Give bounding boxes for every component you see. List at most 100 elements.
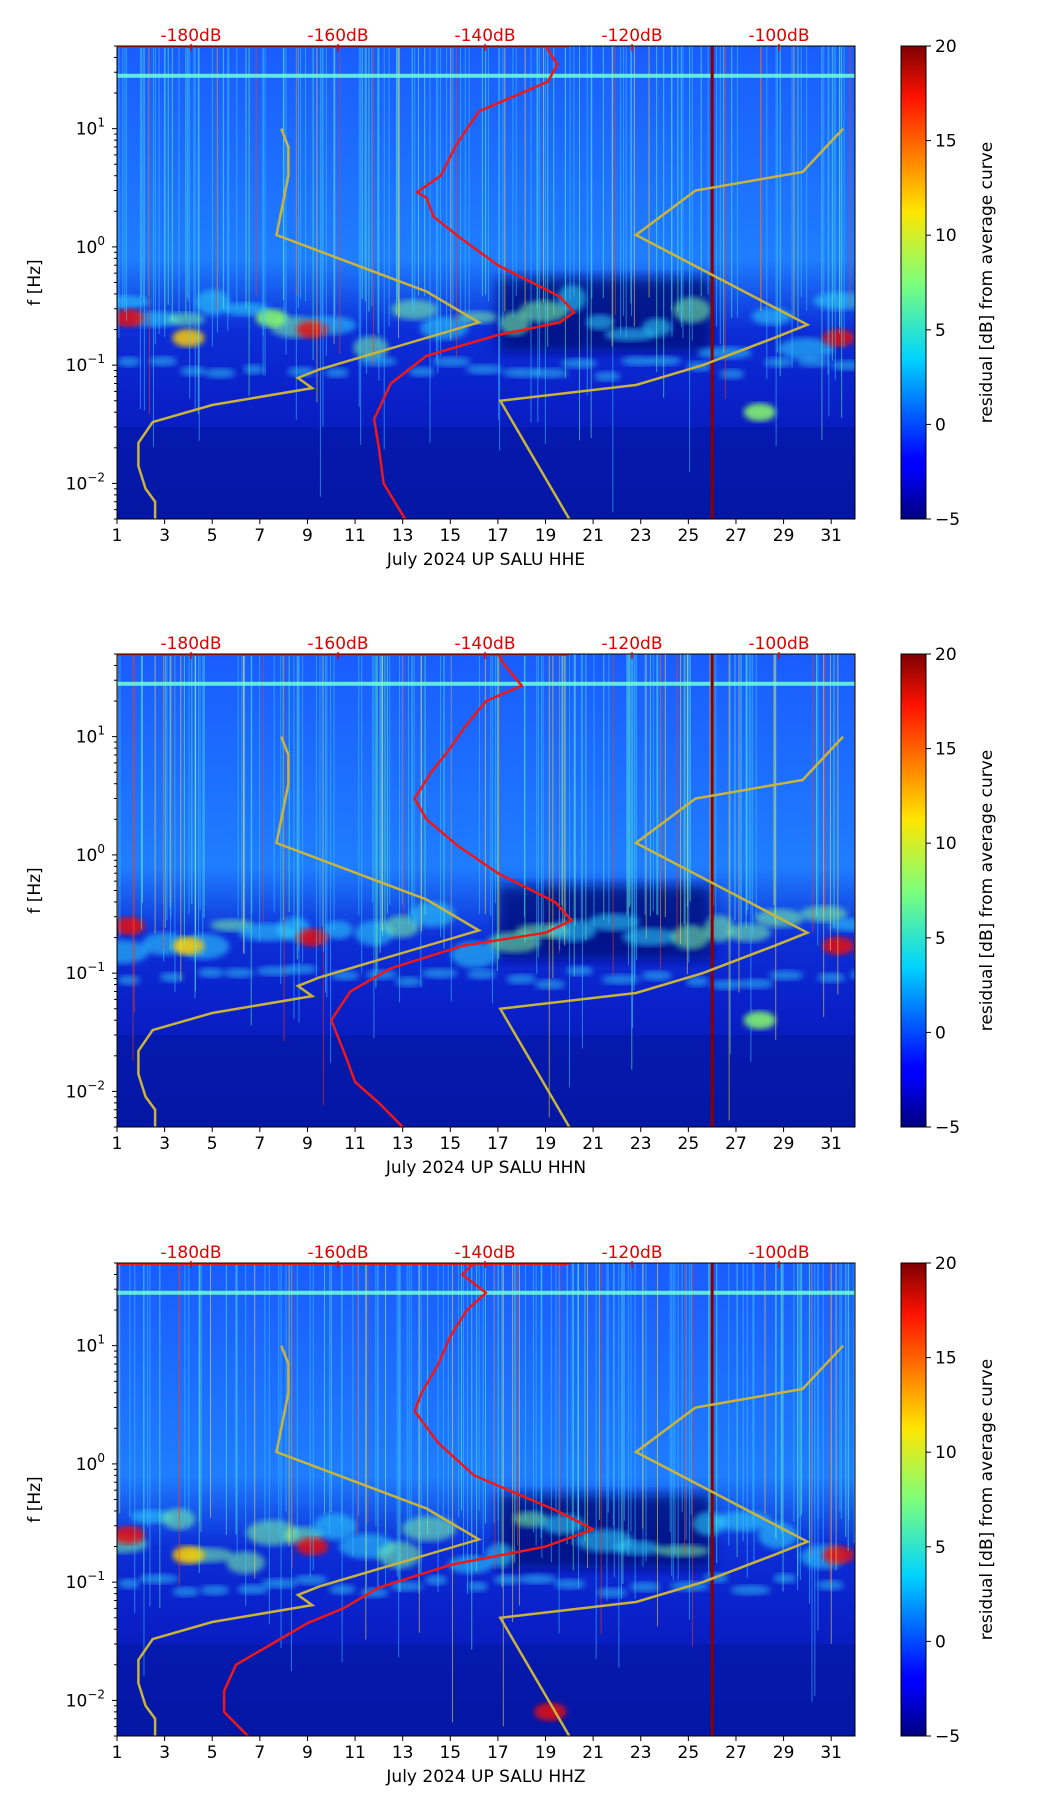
low-noise-model-line <box>137 1345 483 1736</box>
heatmap-secondary-blob <box>204 368 236 379</box>
x-tick-label: 13 <box>392 1134 414 1154</box>
colorbar-tick-label: 15 <box>935 740 957 760</box>
colorbar-tick-label: −5 <box>935 510 960 530</box>
high-noise-model-line <box>498 1344 845 1736</box>
heatmap-microseism-blob <box>353 335 389 360</box>
x-tick-label: 1 <box>112 1134 123 1154</box>
heatmap-hotspot <box>117 1526 145 1545</box>
y-axis-label: f [Hz] <box>25 259 45 305</box>
colorbar: −5 0 5 10 15 20 residual [dB] from average cur… <box>900 645 997 1138</box>
colorbar-label: residual [dB] from average curve <box>977 142 997 423</box>
x-axis-label: July 2024 UP SALU HHN <box>385 1158 586 1178</box>
heatmap-hotspot <box>743 403 776 422</box>
heatmap-secondary-blob <box>816 1580 844 1591</box>
heatmap-secondary-blob <box>223 967 254 978</box>
x-tick-label: 23 <box>630 1134 652 1154</box>
x-tick-label: 29 <box>773 1743 795 1763</box>
heatmap-hotspot <box>172 936 205 955</box>
heatmap-secondary-blob <box>817 972 846 983</box>
heatmap-secondary-blob <box>284 964 318 975</box>
heatmap-low-freq-band <box>117 1034 855 1127</box>
x-tick-label: 23 <box>630 526 652 546</box>
colorbar-tick-label: 20 <box>935 37 957 57</box>
x-tick-label: 9 <box>302 1743 313 1763</box>
colorbar-tick-label: 20 <box>935 1254 957 1274</box>
top-db-label: -140dB <box>454 26 515 46</box>
x-tick-label: 25 <box>678 1134 700 1154</box>
heatmap-microseism-blob <box>383 915 420 938</box>
y-tick-label: 10−2 <box>66 1078 105 1102</box>
top-db-label: -120dB <box>601 634 662 654</box>
top-db-label: -100dB <box>748 1243 809 1263</box>
colorbar-tick-label: 0 <box>935 1632 946 1652</box>
heatmap-hotspot <box>255 309 288 328</box>
heatmap-microseism-blob <box>409 902 456 928</box>
heatmap-secondary-blob <box>554 1579 586 1590</box>
heatmap-hotspot <box>172 1545 205 1564</box>
heatmap-hotspot <box>117 917 145 936</box>
high-noise-model-line <box>498 735 845 1127</box>
x-tick-label: 3 <box>159 1743 170 1763</box>
median-psd-line <box>222 1263 595 1736</box>
heatmap-secondary-blob <box>719 369 745 380</box>
x-tick-label: 31 <box>820 1743 842 1763</box>
heatmap-hotspot <box>117 309 145 328</box>
x-tick-label: 5 <box>207 1743 218 1763</box>
heatmap-microseism-blob <box>246 1519 299 1546</box>
heatmap-hotspot <box>822 328 855 347</box>
x-tick-label: 21 <box>582 1134 604 1154</box>
heatmap-secondary-blob <box>424 1575 448 1586</box>
heatmap-secondary-blob <box>389 1581 423 1592</box>
heatmap-secondary-blob <box>293 1574 328 1585</box>
heatmap-hotspot <box>822 1545 855 1564</box>
colorbar-tick-label: −5 <box>935 1727 960 1747</box>
heatmap-secondary-blob <box>236 1584 269 1595</box>
x-tick-label: 9 <box>302 526 313 546</box>
heatmap-secondary-blob <box>325 367 349 378</box>
heatmap-secondary-blob <box>647 355 682 366</box>
y-tick-label: 10−1 <box>66 960 105 984</box>
y-tick-label: 10−1 <box>66 1569 105 1593</box>
heatmap-secondary-blob <box>243 364 265 375</box>
low-noise-model-line <box>137 128 483 519</box>
heatmap-microseism-blob <box>402 1516 456 1542</box>
colorbar-tick-label: 20 <box>935 645 957 665</box>
x-tick-label: 1 <box>112 526 123 546</box>
heatmap-secondary-blob <box>431 356 471 367</box>
top-db-label: -160dB <box>307 1243 368 1263</box>
heatmap-secondary-blob <box>421 968 458 979</box>
colorbar-tick-label: 10 <box>935 226 957 246</box>
top-db-label: -180dB <box>160 1243 221 1263</box>
x-tick-label: 31 <box>820 526 842 546</box>
heatmap-secondary-blob <box>764 357 794 368</box>
x-tick-label: 27 <box>725 1743 747 1763</box>
x-tick-label: 23 <box>630 1743 652 1763</box>
colorbar-tick-label: 10 <box>935 1443 957 1463</box>
x-tick-label: 1 <box>112 1743 123 1763</box>
x-tick-label: 11 <box>344 526 366 546</box>
x-tick-label: 19 <box>535 1134 557 1154</box>
heatmap-secondary-blob <box>773 1573 797 1584</box>
x-tick-label: 3 <box>159 526 170 546</box>
heatmap-secondary-blob <box>629 1581 661 1592</box>
x-tick-label: 13 <box>392 526 414 546</box>
colorbar-label: residual [dB] from average curve <box>977 1359 997 1640</box>
heatmap-low-freq-band <box>117 426 855 519</box>
heatmap-secondary-blob <box>850 970 855 980</box>
heatmap-microseism-blob <box>450 941 498 969</box>
top-db-label: -140dB <box>454 634 515 654</box>
heatmap-low-freq-band <box>117 1643 855 1736</box>
x-tick-label: 7 <box>254 526 265 546</box>
top-db-label: -140dB <box>454 1243 515 1263</box>
low-noise-model-line <box>137 736 483 1127</box>
heatmap-microseism-blob <box>727 923 771 942</box>
top-db-label: -120dB <box>601 1243 662 1263</box>
colorbar-gradient <box>900 653 927 1128</box>
x-tick-label: 7 <box>254 1134 265 1154</box>
heatmap-hf-band <box>117 73 855 78</box>
heatmap-secondary-blob <box>730 1585 771 1596</box>
heatmap-hf-band <box>117 681 855 686</box>
colorbar-tick-label: 5 <box>935 321 946 341</box>
